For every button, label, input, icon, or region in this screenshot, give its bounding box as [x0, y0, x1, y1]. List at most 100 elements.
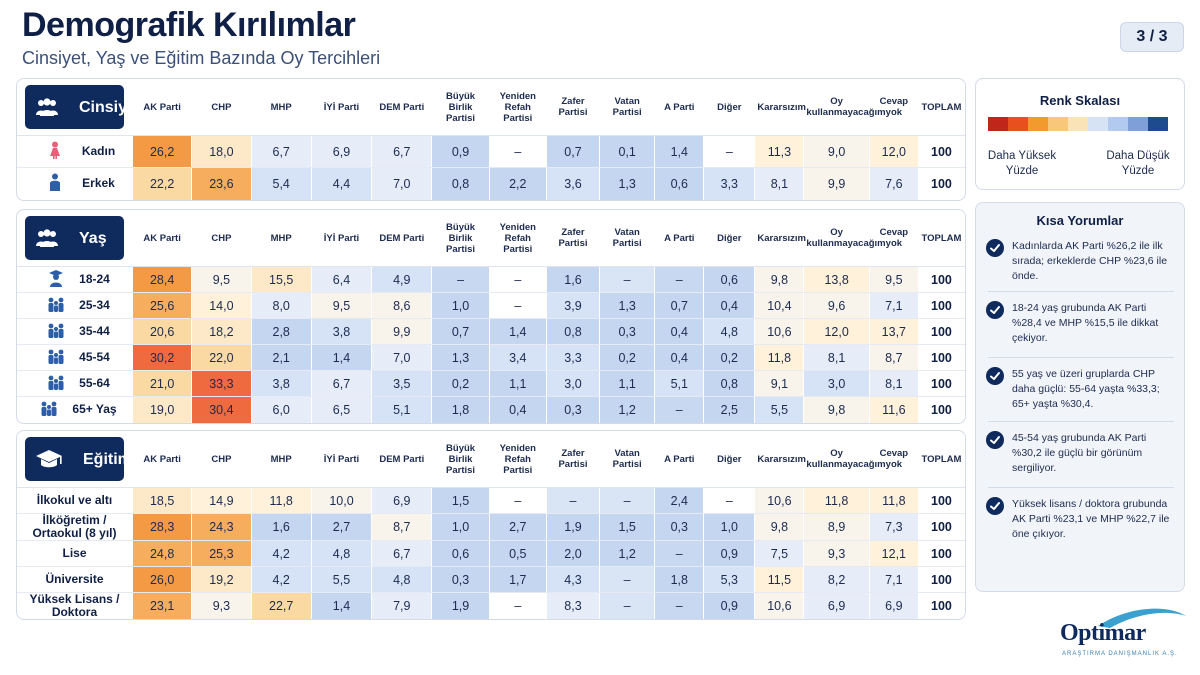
- value-cell: 7,1: [869, 566, 919, 593]
- value-cell: 0,6: [431, 540, 490, 567]
- value-cell: 0,8: [703, 370, 756, 397]
- page-indicator: 3 / 3: [1120, 22, 1184, 52]
- value-cell: 8,1: [803, 344, 870, 371]
- value-cell: 26,2: [132, 135, 193, 168]
- table-row: Üniversite 26,0 19,2 4,2 5,5 4,8 0,3 1,7 4,3–1,8…: [17, 566, 965, 593]
- section-header-cell: Eğitim: [17, 431, 133, 488]
- value-cell: 4,8: [703, 318, 756, 345]
- value-cell: 6,7: [371, 540, 433, 567]
- column-header: Büyük Birlik Partisi: [431, 210, 490, 267]
- value-cell: 0,7: [654, 292, 705, 319]
- column-header: Kararsızım: [754, 210, 806, 267]
- value-cell: 10,6: [754, 487, 805, 514]
- value-cell: 1,2: [599, 396, 656, 423]
- total-cell: 100: [918, 396, 965, 423]
- value-cell: 6,7: [251, 135, 312, 168]
- value-cell: 21,0: [132, 370, 193, 397]
- value-cell: 4,8: [311, 540, 373, 567]
- column-header: İYİ Parti: [311, 210, 373, 267]
- row-label-cell: İlkokul ve altı: [17, 487, 133, 514]
- row-label: Üniversite: [45, 572, 104, 586]
- column-header: Büyük Birlik Partisi: [431, 431, 490, 488]
- value-cell: 1,3: [599, 167, 656, 200]
- value-cell: 3,9: [546, 292, 601, 319]
- value-cell: 10,4: [754, 292, 805, 319]
- column-header: TOPLAM: [918, 210, 965, 267]
- value-cell: 1,4: [489, 318, 547, 345]
- row-label: Yüksek Lisans / Doktora: [29, 592, 120, 619]
- row-label-cell: 18-24: [17, 266, 133, 293]
- value-cell: 0,3: [654, 513, 705, 541]
- note-text: Yüksek lisans / doktora grubunda AK Part…: [1012, 498, 1170, 540]
- row-label-cell: Erkek: [17, 167, 133, 200]
- value-cell: 2,1: [251, 344, 312, 371]
- value-cell: 0,4: [654, 344, 705, 371]
- value-cell: 8,1: [754, 167, 805, 200]
- column-header: MHP: [251, 79, 312, 136]
- table-row: İlköğretim / Ortaokul (8 yıl) 28,3 24,3 1,6 2…: [17, 513, 965, 541]
- table-row: 35-44 20,6 18,2 2,8 3,8 9,9 0,7 1,4 0,8 0,3 0,4 4,8…: [17, 318, 965, 345]
- value-cell: 28,4: [132, 266, 193, 293]
- note-item: 18-24 yaş grubunda AK Parti %28,4 ve MHP…: [986, 301, 1176, 346]
- value-cell: 9,1: [754, 370, 805, 397]
- total-cell: 100: [918, 266, 965, 293]
- value-cell: 2,5: [703, 396, 756, 423]
- value-cell: 24,8: [132, 540, 193, 567]
- value-cell: –: [431, 266, 490, 293]
- legend-swatch: [1108, 117, 1128, 131]
- value-cell: 0,3: [546, 396, 601, 423]
- value-cell: 9,0: [803, 135, 870, 168]
- column-header: Oy kullanmayacağım: [803, 431, 886, 488]
- value-cell: 19,0: [132, 396, 193, 423]
- value-cell: 1,6: [546, 266, 601, 293]
- note-item: Kadınlarda AK Parti %26,2 ile ilk sırada…: [986, 239, 1176, 284]
- value-cell: 9,8: [803, 396, 870, 423]
- legend-swatch: [988, 117, 1008, 131]
- value-cell: 22,0: [191, 344, 252, 371]
- row-label: 25-34: [79, 297, 110, 312]
- value-cell: 0,3: [599, 318, 656, 345]
- check-circle-icon: [986, 301, 1004, 324]
- value-cell: 11,5: [754, 566, 805, 593]
- note-text: 45-54 yaş grubunda AK Parti %30,2 ile gü…: [1012, 432, 1147, 474]
- value-cell: 23,6: [191, 167, 252, 200]
- column-header: MHP: [251, 210, 312, 267]
- value-cell: 6,9: [803, 592, 870, 619]
- column-header: Zafer Partisi: [546, 210, 601, 267]
- value-cell: 5,1: [654, 370, 705, 397]
- column-header: AK Parti: [132, 431, 193, 488]
- value-cell: 6,7: [311, 370, 373, 397]
- column-header: Zafer Partisi: [546, 79, 601, 136]
- value-cell: 25,3: [191, 540, 252, 567]
- column-header: Diğer: [703, 210, 756, 267]
- value-cell: –: [703, 487, 756, 514]
- value-cell: 1,0: [431, 513, 490, 541]
- value-cell: 0,2: [703, 344, 756, 371]
- value-cell: 0,1: [599, 135, 656, 168]
- value-cell: 1,5: [431, 487, 490, 514]
- value-cell: 13,7: [869, 318, 919, 345]
- column-header: CHP: [191, 431, 252, 488]
- value-cell: 4,8: [371, 566, 433, 593]
- table-row: 65+ Yaş 19,0 30,4 6,0 6,5 5,1 1,8 0,4 0,3 1,2–2,5…: [17, 396, 965, 423]
- value-cell: 7,0: [371, 167, 433, 200]
- legend-swatch: [1028, 117, 1048, 131]
- table-row: Lise 24,8 25,3 4,2 4,8 6,7 0,6 0,5 2,0 1,2–0,9 7,5…: [17, 540, 965, 567]
- total-cell: 100: [918, 370, 965, 397]
- value-cell: 7,1: [869, 292, 919, 319]
- value-cell: 22,2: [132, 167, 193, 200]
- value-cell: 0,9: [431, 135, 490, 168]
- table-row: 18-24 28,4 9,5 15,5 6,4 4,9– –1,6– –0,6 9,8 13,8 9…: [17, 266, 965, 293]
- value-cell: 10,6: [754, 318, 805, 345]
- value-cell: 0,3: [431, 566, 490, 593]
- legend-swatch: [1128, 117, 1148, 131]
- legend-swatch: [1148, 117, 1168, 131]
- logo-name: Optimar: [1060, 620, 1146, 646]
- row-label-cell: Lise: [17, 540, 133, 567]
- value-cell: 13,8: [803, 266, 870, 293]
- column-header: A Parti: [654, 210, 705, 267]
- note-divider: [988, 421, 1174, 422]
- value-cell: –: [599, 592, 656, 619]
- value-cell: –: [489, 487, 547, 514]
- section-badge-egitim: Eğitim: [25, 437, 132, 481]
